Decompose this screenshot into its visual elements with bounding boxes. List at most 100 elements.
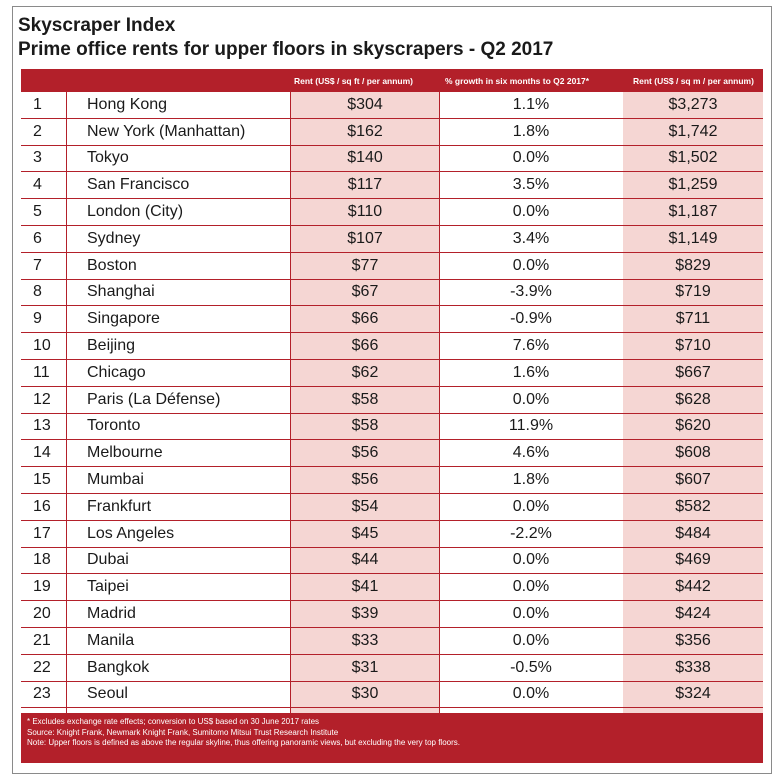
- rent-sqm-cell: $356: [623, 627, 763, 654]
- city-cell: Melbourne: [67, 440, 291, 467]
- rent-sqm-cell: $442: [623, 574, 763, 601]
- rent-sqft-cell: $140: [291, 145, 440, 172]
- growth-cell: -3.9%: [439, 279, 624, 306]
- table-row: 8 Shanghai $67 -3.9% $719: [21, 279, 763, 307]
- city-cell: Sydney: [67, 225, 291, 252]
- growth-cell: 1.8%: [439, 467, 624, 493]
- city-cell: Boston: [67, 252, 291, 279]
- city-cell: Toronto: [67, 413, 291, 440]
- rent-sqft-cell: $110: [291, 199, 440, 225]
- rent-sqm-cell: $710: [623, 333, 763, 359]
- table-row: 2 New York (Manhattan) $162 1.8% $1,742: [21, 118, 763, 146]
- rent-sqm-cell: $1,742: [623, 118, 763, 145]
- rent-sqft-cell: $44: [291, 547, 440, 574]
- rent-sqm-cell: $1,187: [623, 199, 763, 225]
- growth-cell: 4.6%: [439, 440, 624, 467]
- city-cell: Hong Kong: [67, 92, 291, 118]
- rent-sqm-cell: $607: [623, 467, 763, 493]
- page-title: Skyscraper Index Prime office rents for …: [18, 14, 553, 62]
- rank-cell: 1: [21, 92, 67, 118]
- header-rent-sqm: Rent (US$ / sq m / per annum): [633, 76, 754, 86]
- rent-sqft-cell: $58: [291, 386, 440, 413]
- table-body: 1 Hong Kong $304 1.1% $3,273 2 New York (Manha…: [21, 92, 763, 736]
- table-row: 3 Tokyo $140 0.0% $1,502: [21, 145, 763, 173]
- table-row: 4 San Francisco $117 3.5% $1,259: [21, 172, 763, 200]
- rent-sqm-cell: $711: [623, 306, 763, 333]
- growth-cell: 0.0%: [439, 574, 624, 601]
- title-line-2: Prime office rents for upper floors in s…: [18, 39, 554, 60]
- rent-sqft-cell: $304: [291, 92, 440, 118]
- rank-cell: 3: [21, 145, 67, 172]
- rent-sqft-cell: $67: [291, 279, 440, 306]
- rank-cell: 6: [21, 225, 67, 252]
- table-row: 23 Seoul $30 0.0% $324: [21, 681, 763, 709]
- rank-cell: 5: [21, 199, 67, 225]
- rent-sqm-cell: $620: [623, 413, 763, 440]
- header-growth: % growth in six months to Q2 2017*: [445, 76, 590, 86]
- growth-cell: 1.8%: [439, 118, 624, 145]
- rent-sqft-cell: $62: [291, 359, 440, 386]
- growth-cell: 0.0%: [439, 493, 624, 520]
- rent-sqm-cell: $469: [623, 547, 763, 574]
- growth-cell: 3.5%: [439, 172, 624, 199]
- rent-sqm-cell: $719: [623, 279, 763, 306]
- city-cell: Frankfurt: [67, 493, 291, 520]
- footnote-line: Source: Knight Frank, Newmark Knight Fra…: [27, 727, 339, 737]
- growth-cell: 7.6%: [439, 333, 624, 359]
- footnotes: * Excludes exchange rate effects; conver…: [21, 713, 763, 763]
- rent-sqm-cell: $628: [623, 386, 763, 413]
- city-cell: New York (Manhattan): [67, 118, 291, 145]
- city-cell: Dubai: [67, 547, 291, 574]
- rank-cell: 23: [21, 681, 67, 708]
- rent-sqft-cell: $30: [291, 681, 440, 708]
- growth-cell: 0.0%: [439, 386, 624, 413]
- rent-sqft-cell: $39: [291, 601, 440, 627]
- growth-cell: -0.9%: [439, 306, 624, 333]
- growth-cell: 3.4%: [439, 225, 624, 252]
- city-cell: Bangkok: [67, 654, 291, 681]
- city-cell: San Francisco: [67, 172, 291, 199]
- city-cell: Manila: [67, 627, 291, 654]
- growth-cell: -0.5%: [439, 654, 624, 681]
- city-cell: Mumbai: [67, 467, 291, 493]
- growth-cell: 0.0%: [439, 547, 624, 574]
- rank-cell: 12: [21, 386, 67, 413]
- table-row: 14 Melbourne $56 4.6% $608: [21, 440, 763, 468]
- rent-sqm-cell: $484: [623, 520, 763, 547]
- rank-cell: 20: [21, 601, 67, 627]
- city-cell: Taipei: [67, 574, 291, 601]
- growth-cell: 0.0%: [439, 627, 624, 654]
- growth-cell: 1.1%: [439, 92, 624, 118]
- growth-cell: 11.9%: [439, 413, 624, 440]
- rank-cell: 9: [21, 306, 67, 333]
- city-cell: Madrid: [67, 601, 291, 627]
- rent-sqm-cell: $324: [623, 681, 763, 708]
- growth-cell: 0.0%: [439, 252, 624, 279]
- rank-cell: 14: [21, 440, 67, 467]
- growth-cell: -2.2%: [439, 520, 624, 547]
- table-row: 21 Manila $33 0.0% $356: [21, 627, 763, 655]
- rent-sqft-cell: $31: [291, 654, 440, 681]
- rent-sqft-cell: $56: [291, 467, 440, 493]
- table-row: 10 Beijing $66 7.6% $710: [21, 333, 763, 360]
- table-row: 11 Chicago $62 1.6% $667: [21, 359, 763, 387]
- rank-cell: 16: [21, 493, 67, 520]
- rent-sqm-cell: $667: [623, 359, 763, 386]
- rent-sqft-cell: $107: [291, 225, 440, 252]
- rank-cell: 18: [21, 547, 67, 574]
- rent-sqm-cell: $1,502: [623, 145, 763, 172]
- header-rent-sqft: Rent (US$ / sq ft / per annum): [294, 76, 414, 86]
- table-row: 22 Bangkok $31 -0.5% $338: [21, 654, 763, 682]
- rank-cell: 10: [21, 333, 67, 359]
- rent-sqft-cell: $45: [291, 520, 440, 547]
- growth-cell: 0.0%: [439, 145, 624, 172]
- city-cell: Singapore: [67, 306, 291, 333]
- rent-table: Rent (US$ / sq ft / per annum) % growth …: [21, 69, 763, 736]
- table-row: 7 Boston $77 0.0% $829: [21, 252, 763, 280]
- rank-cell: 19: [21, 574, 67, 601]
- city-cell: Chicago: [67, 359, 291, 386]
- city-cell: Los Angeles: [67, 520, 291, 547]
- growth-cell: 1.6%: [439, 359, 624, 386]
- footnote-line: Note: Upper floors is defined as above t…: [27, 738, 460, 747]
- rent-sqft-cell: $58: [291, 413, 440, 440]
